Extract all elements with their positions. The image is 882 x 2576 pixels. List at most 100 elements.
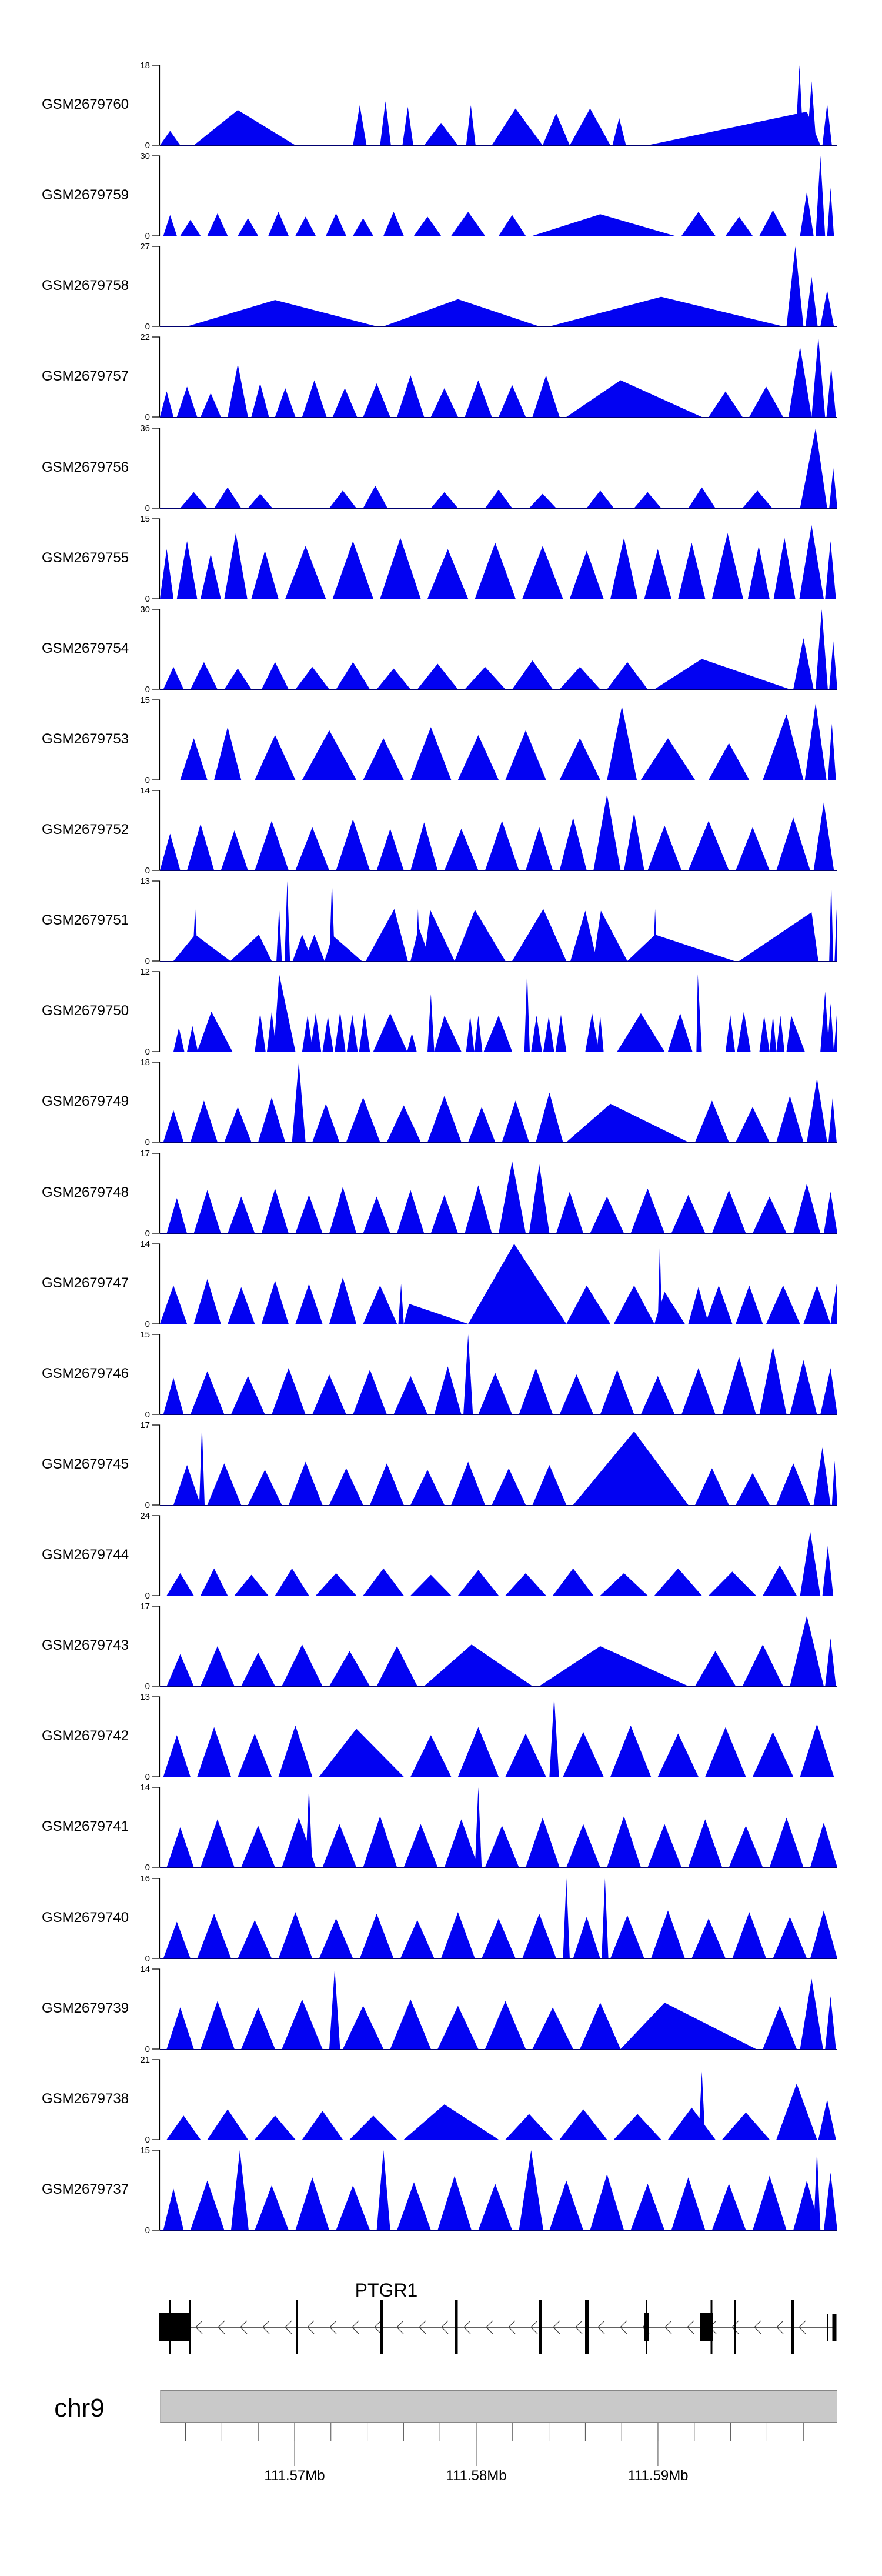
coverage-area	[722, 2112, 770, 2140]
minus-strand-arrow-icon	[441, 2320, 449, 2334]
y-axis-max-label: 24	[140, 1513, 150, 1521]
coverage-area	[238, 1920, 272, 1958]
track-y-axis	[152, 1606, 161, 1687]
coverage-area	[201, 1646, 235, 1686]
coverage-area	[559, 817, 587, 870]
minus-strand-arrow-icon	[329, 2320, 337, 2334]
coverage-area	[190, 2180, 225, 2230]
coverage-area	[363, 738, 404, 780]
coverage-area	[457, 1570, 499, 1596]
coverage-area	[197, 1913, 231, 1958]
coverage-area	[326, 213, 346, 236]
coverage-area	[831, 1461, 837, 1505]
coverage-area	[688, 1819, 723, 1867]
gene-model	[159, 2300, 837, 2354]
y-axis-max-label: 16	[140, 1876, 150, 1884]
track-label: GSM2679738	[42, 2091, 129, 2107]
minus-strand-arrow-icon	[575, 2320, 583, 2334]
coverage-area	[238, 218, 259, 236]
minus-strand-arrow-icon	[486, 2320, 493, 2334]
exon-bar	[539, 2300, 542, 2354]
coverage-area	[602, 1878, 609, 1958]
coverage-area	[295, 1284, 323, 1324]
coverage-area	[524, 972, 530, 1052]
coverage-area	[823, 1192, 837, 1233]
track-label: GSM2679745	[42, 1456, 129, 1472]
coverage-area	[402, 106, 413, 145]
track-y-axis	[152, 428, 161, 509]
data-track-row: GSM2679755 15 0	[42, 516, 837, 604]
y-axis-max-label: 30	[140, 153, 150, 161]
coverage-area	[376, 829, 404, 870]
track-y-axis	[152, 971, 161, 1052]
exon-bar	[296, 2300, 298, 2354]
coverage-area	[180, 738, 208, 780]
coverage-area	[302, 380, 327, 417]
coverage-area	[363, 383, 390, 417]
y-axis-max-label: 21	[140, 2057, 150, 2065]
coverage-area	[485, 2001, 526, 2049]
coverage-area	[505, 730, 546, 780]
coverage-area	[543, 1016, 554, 1052]
coverage-area	[763, 2006, 797, 2049]
coverage-area	[803, 1285, 831, 1324]
coverage-area	[193, 1190, 221, 1233]
exon-box	[159, 2313, 190, 2341]
coverage-area	[807, 81, 817, 145]
coverage-area	[818, 2100, 836, 2140]
coverage-area	[201, 553, 221, 599]
track-label: GSM2679739	[42, 2000, 129, 2016]
chromosome-name-label: chr9	[54, 2394, 105, 2422]
coverage-area	[825, 541, 836, 599]
track-label: GSM2679760	[42, 96, 129, 112]
coverage-area	[612, 118, 626, 145]
coverage-area	[267, 1012, 277, 1052]
coverage-area	[482, 1918, 516, 1958]
coverage-area	[451, 1461, 485, 1505]
coverage-area	[736, 1473, 770, 1505]
coverage-area	[549, 2180, 583, 2230]
coverage-area	[640, 1376, 675, 1414]
coverage-area	[424, 909, 455, 961]
coverage-area	[457, 1727, 499, 1777]
coverage-area	[190, 1100, 218, 1142]
coverage-area	[424, 1644, 533, 1686]
coverage-area	[566, 1824, 600, 1867]
coverage-area	[759, 1346, 787, 1414]
genome-coordinate-axis: 111.57Mb 111.58Mb 111.59Mb	[185, 2423, 804, 2484]
track-y-axis	[152, 1696, 161, 1777]
coverage-area	[688, 487, 716, 508]
coverage-area	[363, 485, 388, 508]
axis-tick-label: 111.58Mb	[446, 2468, 506, 2484]
coverage-area	[160, 833, 181, 870]
coverage-area	[800, 1724, 834, 1777]
track-y-axis	[152, 1243, 161, 1324]
coverage-area	[410, 1574, 452, 1596]
coverage-area	[776, 817, 810, 870]
exon-bar	[734, 2300, 736, 2354]
data-track-row: GSM2679748 17 0	[42, 1150, 837, 1239]
coverage-area	[166, 2115, 201, 2140]
coverage-area	[563, 1878, 570, 1958]
coverage-area	[763, 714, 804, 780]
minus-strand-arrow-icon	[731, 2320, 739, 2334]
y-axis-max-label: 27	[140, 243, 150, 252]
coverage-area	[220, 830, 248, 870]
coverage-area	[647, 825, 682, 870]
coverage-area	[278, 1725, 313, 1777]
coverage-area	[255, 1013, 266, 1052]
minus-strand-arrow-icon	[530, 2320, 538, 2334]
coverage-area	[502, 1100, 529, 1142]
coverage-area	[380, 538, 421, 599]
coverage-area	[359, 1013, 370, 1052]
coverage-area	[492, 108, 543, 145]
coverage-area	[499, 385, 526, 417]
coverage-area	[312, 1374, 346, 1414]
coverage-area	[654, 659, 790, 689]
data-track-row: GSM2679754 30 0	[42, 606, 837, 695]
track-label: GSM2679740	[42, 1910, 129, 1926]
coverage-area	[553, 1568, 594, 1596]
data-track-row: GSM2679749 18 0	[42, 1059, 837, 1147]
coverage-area	[617, 1013, 665, 1052]
coverage-area	[485, 489, 513, 508]
